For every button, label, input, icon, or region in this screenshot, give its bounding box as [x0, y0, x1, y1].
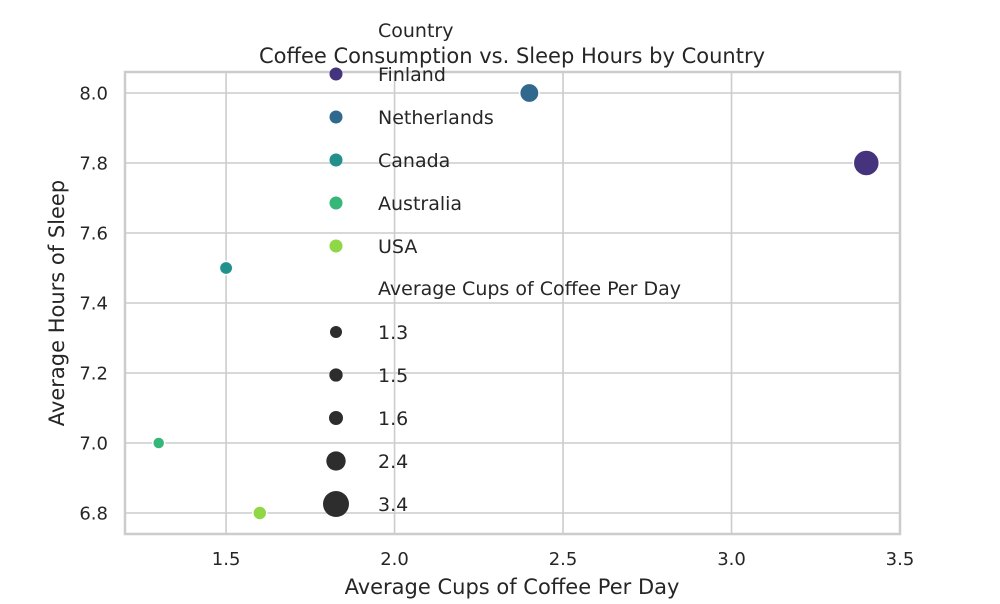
- grid: [125, 72, 901, 534]
- y-tick-labels: 6.8 7.0 7.2 7.4 7.6 7.8 8.0: [79, 84, 108, 525]
- x-tick-label: 3.5: [886, 549, 915, 570]
- scatter-point-canada: Canada: [218, 260, 234, 276]
- legend-hue-label: Canada: [378, 150, 450, 172]
- legend-size-marker: [330, 326, 342, 338]
- x-axis-label: Average Cups of Coffee Per Day: [345, 575, 680, 599]
- legend-hue-marker: [329, 110, 343, 124]
- legend-hue-label: USA: [378, 236, 417, 258]
- x-tick-label: 2.5: [549, 549, 578, 570]
- legend-size-label: 1.6: [378, 408, 408, 430]
- y-tick-label: 7.2: [79, 364, 108, 385]
- y-tick-label: 8.0: [79, 84, 108, 105]
- legend-size-marker: [329, 411, 343, 425]
- legend-hue-marker: [329, 196, 343, 210]
- chart-title: Coffee Consumption vs. Sleep Hours by Co…: [259, 44, 765, 68]
- legend-size-title: Average Cups of Coffee Per Day: [378, 278, 681, 300]
- legend-size-marker: [326, 451, 346, 471]
- legend-hue-marker: [329, 67, 343, 81]
- y-tick-label: 7.6: [79, 224, 108, 245]
- legend-size-marker: [329, 368, 343, 382]
- x-tick-label: 2.0: [380, 549, 409, 570]
- legend-hue-label: Finland: [378, 64, 446, 86]
- legend-hue-title: Country: [378, 20, 453, 42]
- data-points: Finland Netherlands Canada Australia USA: [151, 82, 881, 521]
- legend-size-label: 2.4: [378, 451, 408, 473]
- legend-hue-marker: [329, 239, 343, 253]
- x-tick-labels: 1.5 2.0 2.5 3.0 3.5: [212, 549, 915, 570]
- x-tick-label: 3.0: [717, 549, 746, 570]
- scatter-point-finland: Finland: [852, 149, 881, 177]
- scatter-point-australia: Australia: [151, 436, 166, 450]
- legend-size-label: 3.4: [378, 494, 408, 516]
- y-axis-label: Average Hours of Sleep: [45, 180, 69, 426]
- legend: Country Average Cups of Coffee Per Day F…: [323, 20, 681, 517]
- y-tick-label: 7.0: [79, 434, 108, 455]
- scatter-point-netherlands: Netherlands: [518, 82, 540, 104]
- legend-size-label: 1.5: [378, 365, 408, 387]
- plot-frame: [123, 70, 902, 536]
- legend-hue-label: Australia: [378, 193, 462, 215]
- legend-hue-label: Netherlands: [378, 107, 494, 129]
- scatter-point-usa: USA: [252, 505, 268, 521]
- legend-size-label: 1.3: [378, 322, 408, 344]
- legend-hue-marker: [329, 153, 343, 167]
- x-tick-label: 1.5: [212, 549, 241, 570]
- y-tick-label: 6.8: [79, 504, 108, 525]
- y-tick-label: 7.8: [79, 154, 108, 175]
- y-tick-label: 7.4: [79, 294, 108, 315]
- legend-size-marker: [323, 491, 349, 517]
